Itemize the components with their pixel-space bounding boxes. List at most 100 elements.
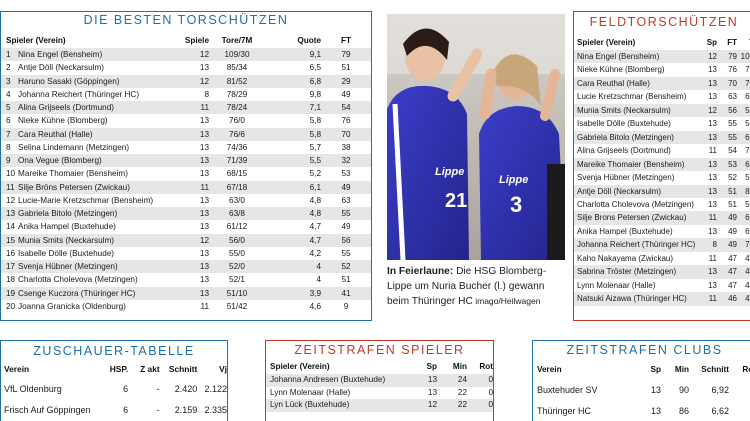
table-row: 16 Isabelle Dölle (Buxtehude) 13 55/0 4,2 55	[1, 246, 371, 260]
spiele-cell: 12	[173, 74, 209, 88]
rank-number: 5	[6, 103, 11, 112]
header-min: Min	[452, 361, 467, 371]
spiele-cell: 13	[173, 207, 209, 221]
rank-number: 12	[6, 195, 16, 205]
hsp-cell: 6	[98, 379, 129, 400]
header-sp: Sp	[426, 361, 437, 371]
sp-cell: 13	[699, 224, 717, 239]
ft-cell: 76	[717, 63, 737, 77]
player-cell: Lyn Lück (Buxtehude)	[266, 399, 411, 412]
photo-credit: imago/Heilwagen	[472, 296, 541, 306]
table-row: 2 Antje Döll (Neckarsulm) 13 85/34 6,5 51	[1, 61, 371, 75]
spiele-cell: 13	[173, 260, 209, 274]
table-row: Gabriela Bitolo (Metzingen)135563	[574, 130, 750, 145]
player-cell: Natsuki Aizawa (Thüringer HC)	[574, 292, 699, 306]
t-cell: 55	[737, 117, 750, 131]
table-row: 17 Svenja Hübner (Metzingen) 13 52/0 4 52	[1, 260, 371, 274]
tore-cell: 67/18	[209, 180, 265, 194]
ft-cell: 76	[321, 114, 371, 128]
sp-cell: 11	[699, 211, 717, 225]
player-cell: 2 Antje Döll (Neckarsulm)	[1, 61, 173, 75]
ft-cell: 54	[717, 144, 737, 158]
schnitt-cell: 6,92	[689, 380, 729, 401]
rank-number: 6	[6, 116, 11, 126]
rank-number: 17	[6, 262, 16, 271]
header-quote: Quote	[297, 35, 321, 45]
player-cell: 11 Silje Bröns Petersen (Zwickau)	[1, 180, 173, 194]
player-name: Ona Vegue (Blomberg)	[18, 156, 102, 165]
zuschauer-title: ZUSCHAUER-TABELLE	[33, 344, 195, 358]
table-row: 6 Nieke Kühne (Blomberg) 13 76/0 5,8 76	[1, 114, 371, 128]
player-cell: Anika Hampel (Buxtehude)	[574, 224, 699, 239]
player-cell: 13 Gabriela Bitolo (Metzingen)	[1, 207, 173, 221]
min-cell: 90	[661, 380, 689, 401]
table-row: Cara Reuthal (Halle)137076	[574, 76, 750, 91]
table-header-row: Spieler (Verein) Spiele Tore/7M Quote FT	[1, 32, 371, 48]
rank-number: 19	[6, 288, 16, 298]
team-celebration-photo: Lippe 21 Lippe 3	[387, 14, 565, 260]
table-row: 15 Munia Smits (Neckarsulm) 12 56/0 4,7 56	[1, 233, 371, 247]
quote-cell: 4	[265, 260, 321, 274]
tore-cell: 52/0	[209, 260, 265, 274]
ft-cell: 55	[321, 207, 371, 221]
table-row: 14 Anika Hampel (Buxtehude) 13 61/12 4,7 49	[1, 220, 371, 234]
table-row: 3 Haruno Sasaki (Göppingen) 12 81/52 6,8 29	[1, 74, 371, 88]
header-schnitt: Schnitt	[168, 364, 198, 374]
t-cell: 52	[737, 197, 750, 212]
table-row: 8 Selina Lindemann (Metzingen) 13 74/36 5,7 3…	[1, 140, 371, 154]
player-cell: Kaho Nakayama (Zwickau)	[574, 251, 699, 266]
header-zakt: Z akt	[140, 364, 160, 374]
player-name: Mareike Thomaier (Bensheim)	[18, 169, 128, 179]
table-row: Anika Hampel (Buxtehude)134961	[574, 224, 750, 239]
tore-cell: 52/1	[209, 273, 265, 287]
rank-number: 1	[6, 50, 11, 59]
table-row: VfL Oldenburg 6-2.420 2.122	[1, 379, 227, 400]
table-row: Frisch Auf Göppingen 6-2.159 2.335	[1, 400, 227, 421]
ft-cell: 49	[321, 180, 371, 194]
spiele-cell: 12	[173, 233, 209, 247]
spiele-cell: 13	[173, 273, 209, 287]
player-name: Silje Bröns Petersen (Zwickau)	[18, 182, 130, 192]
spiele-cell: 13	[173, 154, 209, 168]
torschuetzen-table-box: DIE BESTEN TORSCHÜTZEN Spieler (Verein) …	[0, 11, 372, 321]
ft-cell: 9	[321, 299, 371, 313]
photo-caption: In Feierlaune: Die HSG Blomberg-Lippe um…	[387, 264, 567, 309]
t-cell: 67	[737, 211, 750, 225]
ft-cell: 56	[321, 233, 371, 247]
spiele-cell: 13	[173, 220, 209, 234]
schnitt-cell: 2.420	[159, 379, 198, 400]
player-cell: 12 Lucie-Marie Kretzschmar (Bensheim)	[1, 193, 173, 207]
sp-cell: 13	[699, 76, 717, 91]
verein-cell: Thüringer HC	[533, 401, 631, 421]
sp-cell: 8	[699, 238, 717, 252]
table-row: Isabelle Dölle (Buxtehude)135555	[574, 117, 750, 131]
quote-cell: 6,5	[265, 61, 321, 75]
tore-cell: 63/0	[209, 193, 265, 207]
quote-cell: 3,9	[265, 286, 321, 300]
table-row: 11 Silje Bröns Petersen (Zwickau) 11 67/18 6…	[1, 180, 371, 194]
player-name: Cara Reuthal (Halle)	[18, 129, 93, 139]
ft-cell: 54	[321, 101, 371, 115]
ft-cell: 49	[717, 238, 737, 252]
rank-number: 13	[6, 209, 16, 218]
player-cell: 3 Haruno Sasaki (Göppingen)	[1, 74, 173, 88]
table-row: Kaho Nakayama (Zwickau)114747	[574, 251, 750, 266]
table-row: 9 Ona Vegue (Blomberg) 13 71/39 5,5 32	[1, 154, 371, 168]
player-cell: 1 Nina Engel (Bensheim)	[1, 48, 173, 62]
ft-cell: 63	[321, 193, 371, 207]
header-tore: Tore/7M	[221, 35, 253, 45]
tore-cell: 78/29	[209, 87, 265, 101]
tore-cell: 68/15	[209, 167, 265, 181]
quote-cell: 7,1	[265, 101, 321, 115]
player-cell: 4 Johanna Reichert (Thüringer HC)	[1, 87, 173, 101]
rank-number: 20	[6, 301, 16, 311]
player-name: Lucie-Marie Kretzschmar (Bensheim)	[18, 195, 154, 205]
player-cell: 9 Ona Vegue (Blomberg)	[1, 154, 173, 168]
table-row: 1 Nina Engel (Bensheim) 12 109/30 9,1 79	[1, 48, 371, 62]
player-cell: 18 Charlotta Cholevova (Metzingen)	[1, 273, 173, 287]
ft-cell: 70	[321, 127, 371, 141]
torschuetzen-title: DIE BESTEN TORSCHÜTZEN	[1, 11, 371, 28]
t-cell: 76	[737, 76, 750, 91]
